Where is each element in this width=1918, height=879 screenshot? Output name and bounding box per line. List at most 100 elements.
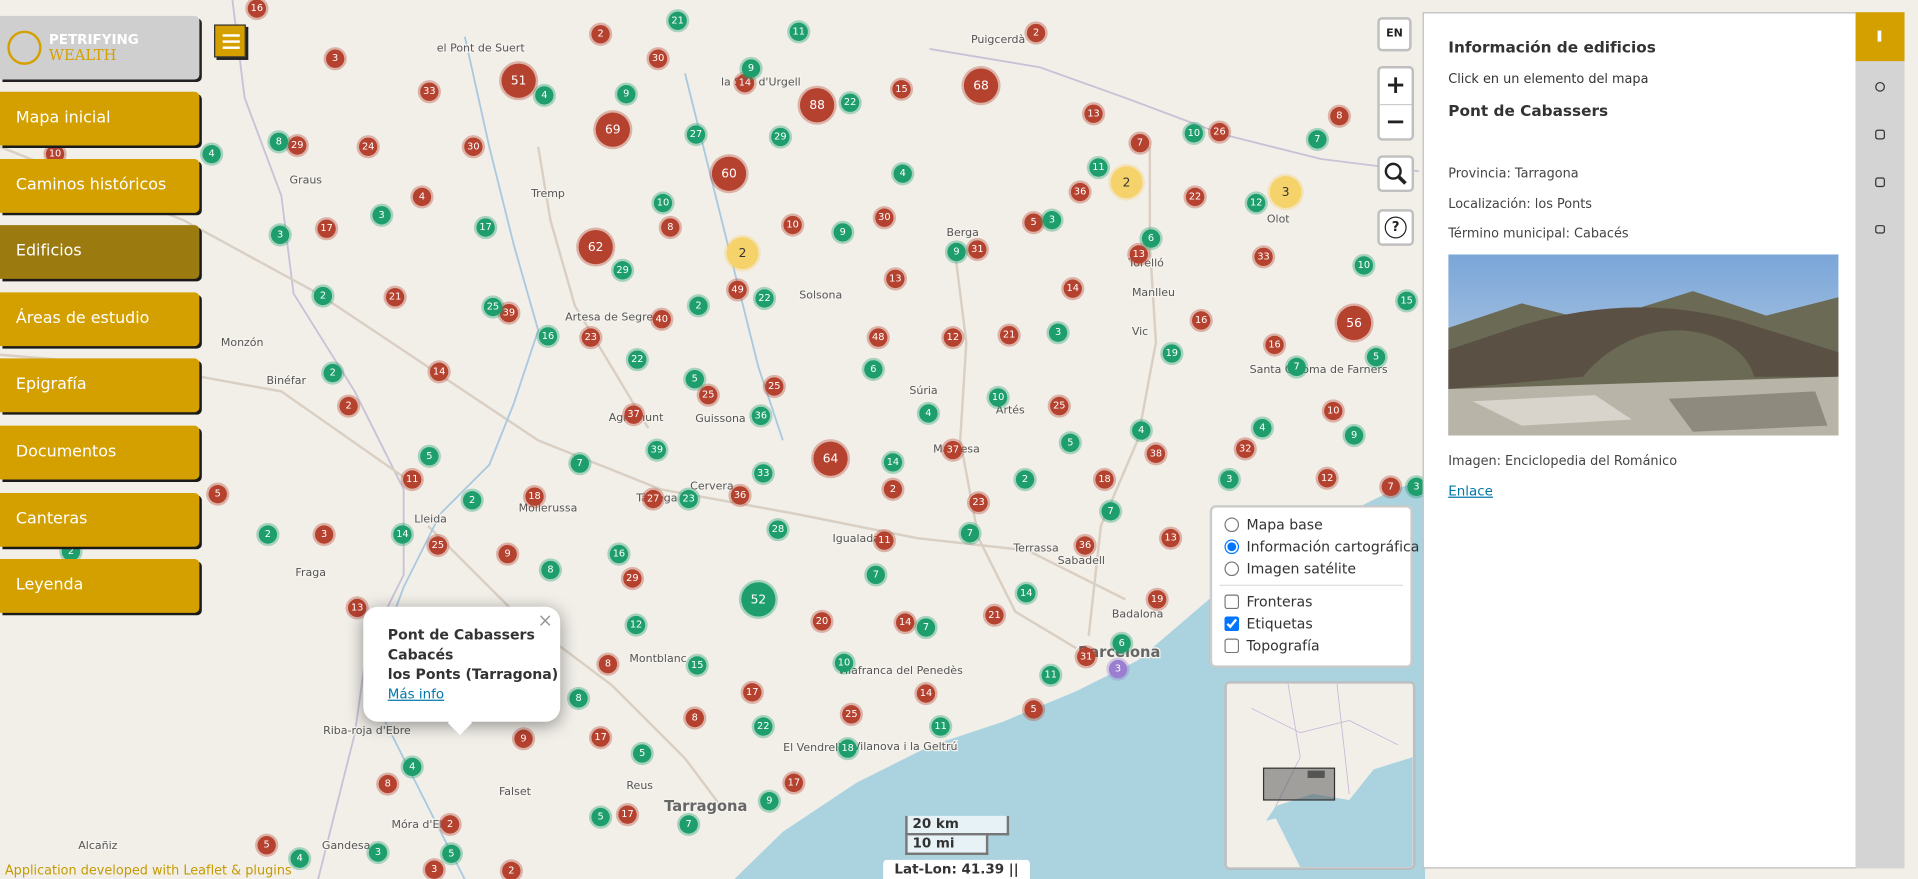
menu-toggle[interactable] xyxy=(214,24,246,58)
cluster-marker xyxy=(1161,529,1180,548)
cluster-marker xyxy=(1317,469,1337,488)
cluster-marker xyxy=(1247,193,1266,213)
help-button[interactable]: ? xyxy=(1377,209,1415,246)
place-label: Fraga xyxy=(295,566,326,579)
layer-option[interactable]: Etiquetas xyxy=(1220,613,1403,635)
menu-item[interactable]: Documentos xyxy=(0,425,200,480)
cluster-marker xyxy=(633,744,652,763)
cluster-count: 16 xyxy=(613,549,625,560)
place-label: Guissona xyxy=(695,412,745,425)
layer-option[interactable]: Imagen satélite xyxy=(1220,558,1403,580)
popup-close[interactable]: × xyxy=(537,609,553,632)
minimap[interactable] xyxy=(1224,681,1416,870)
cluster-marker xyxy=(314,525,334,544)
cluster-marker xyxy=(741,59,761,78)
scale-bar: 20 km 10 mi xyxy=(905,815,1010,856)
cluster-marker xyxy=(538,327,558,346)
language-button[interactable]: EN xyxy=(1377,17,1412,52)
cluster-marker xyxy=(838,739,857,758)
cluster-marker xyxy=(735,74,755,93)
tab-icon[interactable] xyxy=(1875,81,1885,92)
cluster-marker xyxy=(1095,470,1114,489)
cluster-marker xyxy=(652,310,671,329)
layer-checkbox[interactable] xyxy=(1224,638,1240,654)
layer-checkbox[interactable] xyxy=(1224,594,1240,610)
tab-icon[interactable] xyxy=(1875,225,1885,234)
cluster-marker xyxy=(789,22,808,41)
menu-item[interactable]: Edificios xyxy=(0,225,200,280)
cluster-marker xyxy=(462,491,482,510)
cluster-marker xyxy=(498,544,517,564)
layer-label: Imagen satélite xyxy=(1246,560,1356,578)
map-popup: × Pont de Cabassers Cabacés los Ponts (T… xyxy=(363,606,561,736)
search-button[interactable] xyxy=(1377,155,1415,193)
tab-info[interactable] xyxy=(1855,12,1905,62)
cluster-count: 10 xyxy=(838,657,850,668)
cluster-count: 8 xyxy=(547,565,553,576)
cluster-count: 30 xyxy=(467,141,479,152)
popup-link[interactable]: Más info xyxy=(387,686,445,703)
layer-radio[interactable] xyxy=(1224,561,1240,577)
cluster-marker xyxy=(1330,107,1349,126)
cluster-marker xyxy=(661,218,680,237)
cluster-marker xyxy=(378,774,397,794)
cluster-marker xyxy=(420,82,439,101)
menu-item[interactable]: Mapa inicial xyxy=(0,91,200,146)
tab-icon[interactable] xyxy=(1875,129,1885,140)
cluster-marker xyxy=(1210,122,1229,142)
cluster-marker xyxy=(499,303,519,323)
cluster-marker xyxy=(812,612,832,631)
cluster-count: 68 xyxy=(973,79,989,93)
cluster-marker xyxy=(464,137,483,156)
tab-icon[interactable] xyxy=(1875,177,1885,188)
popup-line: Pont de Cabassers xyxy=(387,626,535,644)
layer-radio[interactable] xyxy=(1224,539,1240,555)
layer-option[interactable]: Información cartográfica xyxy=(1220,536,1419,558)
zoom-out[interactable]: − xyxy=(1385,106,1406,136)
cluster-marker xyxy=(1287,357,1306,377)
cluster-marker xyxy=(919,404,938,423)
logo[interactable]: PETRIFYING WEALTH xyxy=(0,15,200,80)
cluster-count: 2 xyxy=(597,29,603,40)
cluster-count: 14 xyxy=(920,688,932,699)
place-label: Montblanc xyxy=(629,652,686,665)
cluster-count: 14 xyxy=(433,366,445,377)
cluster-marker xyxy=(618,805,637,824)
cluster-count: 31 xyxy=(971,244,983,255)
cluster-count: 29 xyxy=(626,573,638,584)
cluster-marker xyxy=(969,493,988,512)
layer-option[interactable]: Topografía xyxy=(1220,635,1403,657)
menu-item[interactable]: Epigrafía xyxy=(0,358,200,413)
menu-item[interactable]: Canteras xyxy=(0,492,200,547)
cluster-count: 10 xyxy=(49,149,61,160)
menu-item[interactable]: Caminos históricos xyxy=(0,158,200,213)
layer-checkbox[interactable] xyxy=(1224,616,1240,632)
building-link[interactable]: Enlace xyxy=(1448,483,1493,500)
cluster-marker xyxy=(1015,470,1035,489)
layer-option[interactable]: Fronteras xyxy=(1220,591,1403,613)
cluster-count: 7 xyxy=(1388,481,1394,492)
image-credit: Imagen: Enciclopedia del Románico xyxy=(1448,453,1678,469)
cluster-count: 24 xyxy=(362,141,374,152)
menu-item[interactable]: Leyenda xyxy=(0,559,200,614)
cluster-count: 2 xyxy=(265,529,271,540)
cluster-count: 7 xyxy=(1108,506,1114,517)
menu-item[interactable]: Áreas de estudio xyxy=(0,292,200,346)
cluster-marker xyxy=(595,112,630,147)
zoom-in[interactable]: + xyxy=(1379,68,1412,106)
cluster-count: 14 xyxy=(739,78,751,89)
cluster-marker xyxy=(1354,256,1374,275)
cluster-count: 9 xyxy=(953,246,959,257)
cluster-count: 16 xyxy=(542,331,554,342)
layer-radio[interactable] xyxy=(1224,517,1240,533)
cluster-marker xyxy=(385,288,405,307)
cluster-count: 7 xyxy=(1293,361,1299,372)
cluster-count: 8 xyxy=(605,659,611,670)
layer-option[interactable]: Mapa base xyxy=(1220,514,1403,536)
cluster-count: 5 xyxy=(264,840,270,851)
cluster-marker xyxy=(768,520,788,539)
place-label: Vilafranca del Penedès xyxy=(838,664,963,677)
cluster-marker xyxy=(1308,130,1327,149)
cluster-marker xyxy=(403,757,422,777)
